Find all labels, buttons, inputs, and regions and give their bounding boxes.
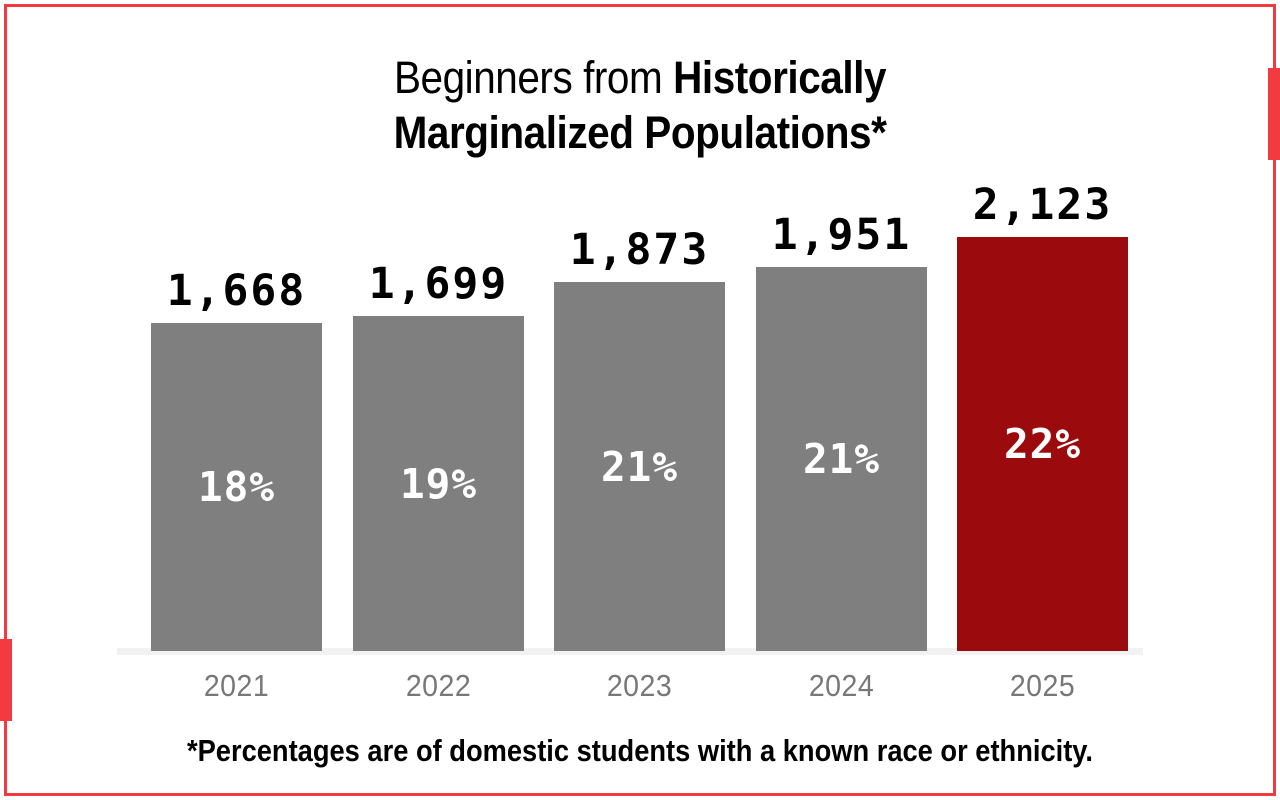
bar-value-label: 1,951 [771,210,912,260]
bar-percent-label: 18% [197,463,276,511]
chart-baseline [117,648,1143,655]
bar-group-2024: 1,951 21% 2024 [756,180,927,703]
bar-group-2025: 2,123 22% 2025 [957,180,1128,703]
axis-label-2024: 2024 [808,668,875,703]
bar-percent-label: 21% [802,435,881,483]
bar-group-2022: 1,699 19% 2022 [353,180,524,703]
left-accent-bar [0,639,12,721]
bar-2023: 21% [554,282,725,651]
bar-value-label: 1,873 [569,225,710,275]
bar-percent-label: 22% [1003,420,1082,468]
bar-percent-label: 21% [600,442,679,491]
bar-group-2023: 1,873 21% 2023 [554,180,725,703]
bar-percent-label: 19% [399,459,478,508]
title-bold-text-line2: Marginalized Populations* [393,107,887,158]
axis-label-2022: 2022 [405,668,472,703]
bar-value-label: 1,699 [368,259,509,309]
bar-2021: 18% [151,323,322,651]
axis-label-2025: 2025 [1009,668,1076,703]
bar-2025: 22% [957,237,1128,651]
bar-2024: 21% [756,267,927,651]
bar-value-label: 2,123 [972,180,1113,230]
bar-2022: 19% [353,316,524,651]
axis-label-2023: 2023 [606,668,673,703]
title-regular-text: Beginners from [393,52,663,103]
chart-title: Beginners from Historically Marginalized… [64,50,1216,160]
bar-group-2021: 1,668 18% 2021 [151,180,322,703]
footnote: *Percentages are of domestic students wi… [186,733,1094,768]
title-bold-text-line1: Historically [673,52,887,103]
axis-label-2021: 2021 [203,668,270,703]
bar-value-label: 1,668 [166,266,307,316]
right-accent-bar [1268,68,1280,160]
